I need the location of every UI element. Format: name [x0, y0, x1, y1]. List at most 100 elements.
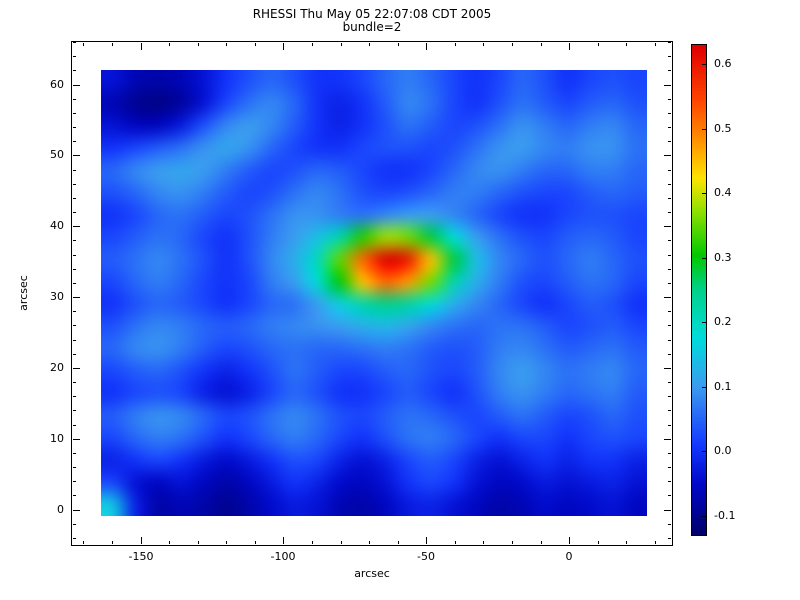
colorbar-tick-label: 0.1 [714, 380, 732, 393]
y-minor-tick [73, 467, 76, 468]
y-minor-tick [73, 283, 76, 284]
y-minor-tick [73, 56, 76, 57]
x-minor-tick [112, 43, 113, 46]
x-major-tick [141, 43, 142, 50]
colorbar-tick [702, 516, 706, 517]
x-minor-tick [626, 43, 627, 46]
y-tick-label: 10 [50, 432, 64, 445]
y-minor-tick [668, 481, 671, 482]
y-minor-tick [73, 70, 76, 71]
y-axis-label: arcsec [17, 275, 30, 311]
y-minor-tick [668, 269, 671, 270]
y-minor-tick [668, 212, 671, 213]
y-minor-tick [73, 340, 76, 341]
y-minor-tick [668, 311, 671, 312]
x-tick-label: 0 [565, 550, 573, 563]
y-minor-tick [73, 325, 76, 326]
x-minor-tick [541, 541, 542, 544]
y-major-tick [664, 439, 671, 440]
y-minor-tick [668, 538, 671, 539]
y-major-tick [73, 85, 80, 86]
y-minor-tick [668, 42, 671, 43]
x-minor-tick [341, 541, 342, 544]
y-major-tick [664, 155, 671, 156]
x-minor-tick [255, 541, 256, 544]
y-minor-tick [73, 495, 76, 496]
colorbar-tick [702, 129, 706, 130]
y-minor-tick [73, 255, 76, 256]
y-minor-tick [73, 170, 76, 171]
x-minor-tick [226, 43, 227, 46]
x-minor-tick [455, 541, 456, 544]
y-major-tick [73, 226, 80, 227]
y-minor-tick [73, 184, 76, 185]
y-minor-tick [668, 396, 671, 397]
y-minor-tick [73, 240, 76, 241]
y-minor-tick [73, 269, 76, 270]
y-minor-tick [668, 113, 671, 114]
y-major-tick [73, 155, 80, 156]
y-tick-label: 30 [50, 290, 64, 303]
y-minor-tick [73, 99, 76, 100]
y-minor-tick [668, 283, 671, 284]
x-tick-label: -150 [128, 550, 154, 563]
x-minor-tick [369, 43, 370, 46]
y-minor-tick [668, 382, 671, 383]
x-minor-tick [626, 541, 627, 544]
x-minor-tick [255, 43, 256, 46]
y-major-tick [73, 510, 80, 511]
colorbar-tick-label: 0.2 [714, 315, 732, 328]
x-minor-tick [312, 541, 313, 544]
x-axis-label: arcsec [354, 567, 390, 580]
y-minor-tick [73, 42, 76, 43]
y-tick-label: 40 [50, 219, 64, 232]
y-minor-tick [73, 410, 76, 411]
y-minor-tick [668, 340, 671, 341]
x-minor-tick [369, 541, 370, 544]
y-tick-label: 20 [50, 361, 64, 374]
x-major-tick [569, 537, 570, 544]
y-minor-tick [668, 127, 671, 128]
colorbar-tick-label: -0.1 [714, 509, 736, 522]
y-minor-tick [73, 481, 76, 482]
y-minor-tick [73, 311, 76, 312]
title-block: RHESSI Thu May 05 22:07:08 CDT 2005 bund… [72, 8, 672, 34]
y-minor-tick [668, 467, 671, 468]
x-major-tick [569, 43, 570, 50]
chart-title: RHESSI Thu May 05 22:07:08 CDT 2005 [252, 7, 492, 21]
y-minor-tick [73, 141, 76, 142]
y-minor-tick [73, 538, 76, 539]
y-minor-tick [668, 255, 671, 256]
y-minor-tick [73, 425, 76, 426]
x-major-tick [426, 43, 427, 50]
y-minor-tick [668, 141, 671, 142]
colorbar-tick [702, 258, 706, 259]
y-minor-tick [668, 495, 671, 496]
y-minor-tick [73, 198, 76, 199]
x-minor-tick [541, 43, 542, 46]
y-major-tick [664, 368, 671, 369]
x-minor-tick [483, 43, 484, 46]
x-major-tick [283, 43, 284, 50]
colorbar-tick [702, 64, 706, 65]
y-minor-tick [73, 453, 76, 454]
y-minor-tick [668, 240, 671, 241]
colorbar-tick [702, 322, 706, 323]
x-minor-tick [83, 541, 84, 544]
y-minor-tick [668, 184, 671, 185]
y-major-tick [73, 439, 80, 440]
y-minor-tick [668, 198, 671, 199]
colorbar-tick-label: 0.4 [714, 186, 732, 199]
y-minor-tick [668, 99, 671, 100]
x-minor-tick [341, 43, 342, 46]
y-major-tick [73, 368, 80, 369]
y-tick-label: 0 [57, 503, 64, 516]
x-minor-tick [655, 541, 656, 544]
chart-subtitle: bundle=2 [342, 20, 402, 34]
y-minor-tick [668, 354, 671, 355]
y-minor-tick [73, 396, 76, 397]
colorbar-tick-label: 0.0 [714, 444, 732, 457]
x-minor-tick [198, 43, 199, 46]
colorbar-canvas [692, 45, 706, 535]
x-minor-tick [169, 541, 170, 544]
